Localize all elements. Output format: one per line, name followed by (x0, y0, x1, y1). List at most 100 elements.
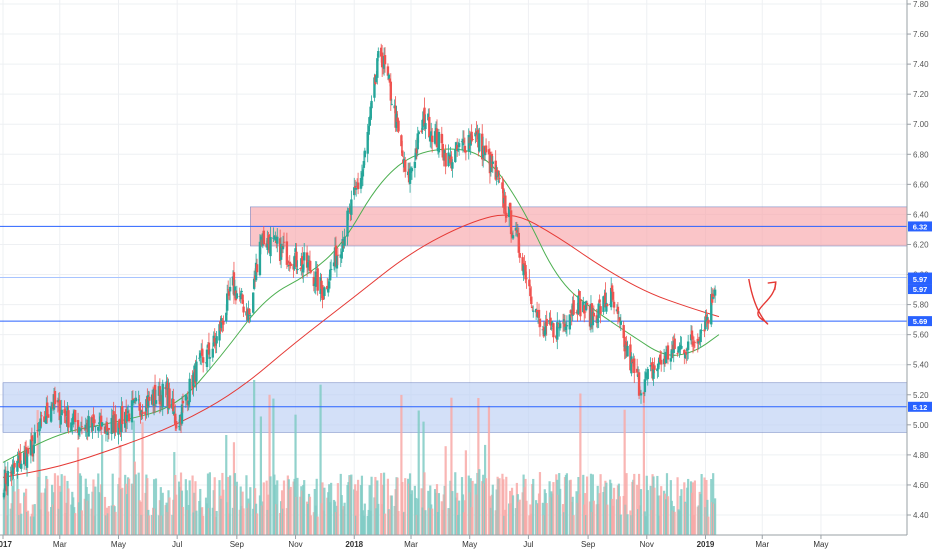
y-axis: 7.807.607.407.207.006.806.606.406.206.00… (906, 0, 929, 535)
candle-body (491, 161, 495, 164)
candle-body (187, 400, 190, 405)
candle-body (47, 414, 50, 418)
volume-bar (76, 447, 80, 535)
candle-body (471, 139, 474, 140)
candle-body (185, 397, 188, 400)
candle-body (106, 431, 110, 436)
volume-bar (294, 414, 297, 535)
candle-body (467, 135, 470, 152)
volume-bar (377, 503, 380, 535)
candle-body (610, 285, 614, 292)
candle-body (461, 139, 465, 146)
candle-body (107, 428, 111, 430)
volume-bar (181, 506, 185, 535)
candle-body (305, 252, 309, 268)
candle-body (53, 390, 57, 405)
volume-bar (289, 486, 292, 535)
candle-body (568, 314, 571, 330)
candle-body (649, 365, 652, 367)
x-tick-label: May (813, 540, 828, 549)
volume-bar (188, 480, 191, 535)
candle-body (388, 78, 392, 83)
x-tick-label: Nov (640, 540, 654, 549)
candle-body (341, 239, 344, 252)
candle-body (110, 417, 113, 434)
candle-body (713, 289, 717, 296)
candle-body (367, 126, 370, 135)
candle-body (670, 349, 673, 358)
candle-body (43, 416, 46, 422)
volume-bar (56, 475, 59, 535)
candle-body (637, 372, 641, 396)
volume-bar (431, 508, 434, 535)
candle-body (490, 153, 494, 168)
candle-body (511, 235, 515, 239)
candle-body (657, 363, 660, 370)
volume-bar (559, 488, 562, 535)
candle-body (414, 148, 418, 160)
candle-body (373, 77, 376, 98)
volume-bar (383, 513, 387, 535)
candle-body (301, 256, 304, 270)
volume-bar (693, 480, 696, 535)
candle-body (125, 414, 129, 422)
candle-body (660, 359, 663, 365)
candle-body (281, 245, 285, 250)
volume-bar (253, 379, 256, 535)
candle-body (346, 210, 349, 237)
candle-body (454, 149, 457, 163)
x-tick-label: Mar (404, 540, 418, 549)
volume-bar (79, 475, 83, 535)
candle-body (286, 260, 290, 264)
projection-arrowhead (767, 281, 777, 291)
candle-body (296, 268, 299, 271)
volume-bar (505, 476, 508, 535)
candle-body (207, 342, 211, 355)
candle-body (97, 426, 100, 431)
x-tick-label: 2017 (0, 540, 12, 549)
price-badge (908, 221, 932, 232)
volume-bar (168, 497, 171, 535)
candle-body (239, 293, 242, 300)
volume-bar (424, 510, 427, 535)
x-axis: 2017 Mar May Jul Sep Nov 2018 Mar May Jul Sep Nov 20… (0, 534, 907, 549)
x-tick-label: Jul (523, 540, 533, 549)
candle-body (327, 288, 330, 293)
volume-bar (498, 478, 501, 535)
candle-body (376, 58, 379, 78)
volume-bar (386, 478, 390, 535)
volume-bar (382, 472, 386, 535)
candle-body (424, 123, 427, 130)
volume-bar (303, 480, 306, 535)
candle-body (323, 287, 326, 296)
x-tick-label: Sep (581, 540, 596, 549)
candle-body (350, 199, 353, 215)
y-tick-label: 4.60 (913, 481, 929, 490)
projection-arrow (748, 278, 777, 325)
y-tick-label: 5.60 (913, 331, 929, 340)
candle-body (16, 460, 19, 472)
candle-body (276, 236, 279, 244)
candle-body (565, 325, 569, 327)
volume-bar (363, 503, 366, 535)
candle-body (79, 428, 83, 431)
candle-body (558, 323, 562, 329)
candle-body (599, 306, 602, 314)
candle-body (557, 322, 560, 324)
candle-body (13, 462, 16, 468)
candle-body (609, 287, 613, 308)
candle-body (633, 358, 636, 374)
candle-body (707, 319, 710, 324)
candle-body (173, 411, 176, 415)
candle-body (141, 411, 144, 415)
candle-body (92, 414, 95, 424)
candle-body (226, 289, 230, 291)
candle-body (507, 206, 511, 218)
candle-body (299, 268, 302, 270)
volume-bar (94, 486, 97, 535)
volume-bar (625, 473, 628, 535)
y-tick-label: 5.20 (913, 391, 929, 400)
volume-bar (380, 473, 383, 535)
